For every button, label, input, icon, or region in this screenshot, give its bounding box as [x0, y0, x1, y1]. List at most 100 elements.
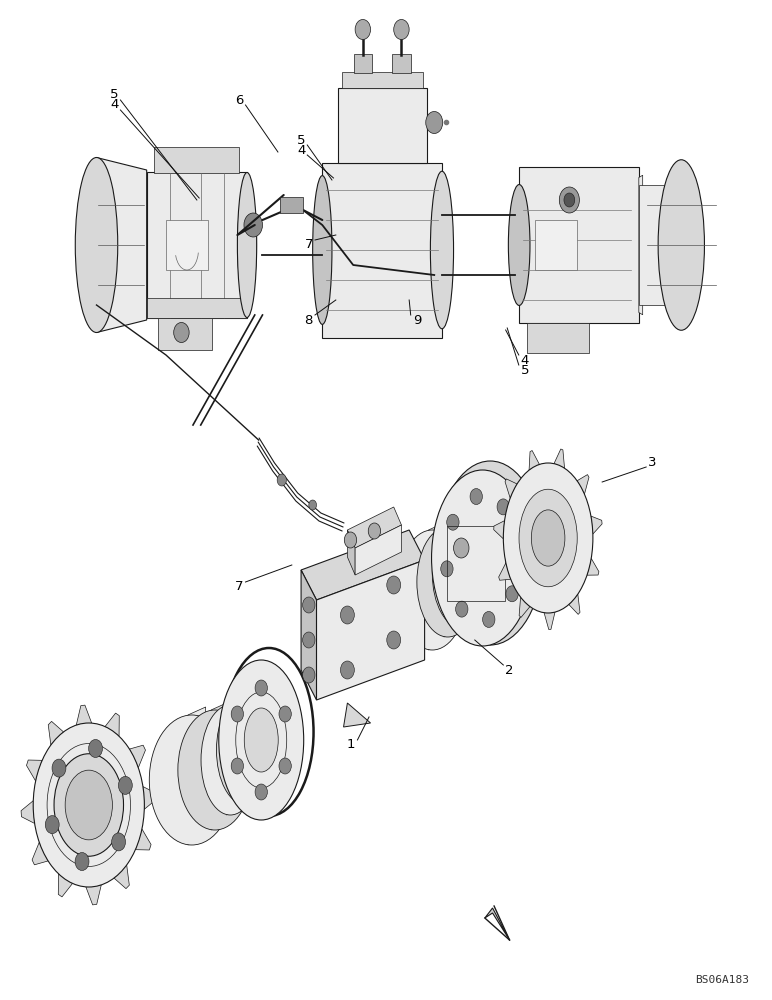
Ellipse shape: [398, 530, 467, 650]
Polygon shape: [188, 707, 205, 845]
Text: 7: 7: [304, 238, 313, 251]
Polygon shape: [26, 760, 42, 781]
Polygon shape: [591, 516, 602, 534]
Ellipse shape: [417, 527, 479, 637]
Circle shape: [277, 474, 286, 486]
Bar: [534, 220, 577, 270]
Bar: [519, 167, 638, 322]
Ellipse shape: [531, 510, 565, 566]
Ellipse shape: [149, 715, 234, 845]
Bar: [392, 54, 411, 73]
Circle shape: [340, 661, 354, 679]
Polygon shape: [242, 687, 259, 805]
Text: 9: 9: [413, 314, 421, 326]
Polygon shape: [105, 713, 119, 736]
Polygon shape: [529, 451, 540, 470]
Polygon shape: [59, 874, 73, 897]
Polygon shape: [519, 597, 530, 617]
Circle shape: [455, 601, 468, 617]
Ellipse shape: [65, 770, 113, 840]
Circle shape: [89, 739, 103, 757]
Circle shape: [255, 680, 267, 696]
Polygon shape: [226, 697, 244, 815]
Polygon shape: [505, 479, 517, 498]
Bar: [527, 322, 588, 353]
Ellipse shape: [237, 188, 256, 302]
Circle shape: [355, 19, 371, 39]
Ellipse shape: [313, 176, 332, 324]
Polygon shape: [96, 157, 147, 332]
Polygon shape: [76, 705, 92, 725]
Text: 1: 1: [347, 738, 356, 752]
Circle shape: [559, 187, 579, 213]
Text: 5: 5: [296, 133, 306, 146]
Circle shape: [447, 514, 459, 530]
Text: 3: 3: [648, 456, 657, 468]
Circle shape: [279, 758, 291, 774]
Polygon shape: [577, 475, 589, 494]
Ellipse shape: [432, 470, 533, 646]
Text: 5: 5: [520, 363, 530, 376]
Bar: [147, 172, 247, 318]
Circle shape: [244, 213, 262, 237]
Polygon shape: [135, 829, 151, 850]
Circle shape: [564, 193, 574, 207]
Bar: [337, 88, 426, 162]
Polygon shape: [143, 787, 157, 809]
Bar: [166, 220, 208, 270]
Circle shape: [309, 500, 317, 510]
Circle shape: [112, 833, 126, 851]
Ellipse shape: [508, 185, 530, 305]
Bar: [638, 185, 681, 305]
Circle shape: [387, 631, 401, 649]
Polygon shape: [21, 801, 35, 823]
Ellipse shape: [201, 705, 259, 815]
Ellipse shape: [430, 171, 453, 329]
Polygon shape: [494, 521, 505, 539]
Polygon shape: [86, 885, 101, 905]
Circle shape: [506, 586, 518, 602]
Text: 7: 7: [235, 580, 244, 593]
Ellipse shape: [75, 157, 118, 332]
Bar: [154, 147, 239, 172]
Circle shape: [425, 111, 443, 133]
Circle shape: [46, 816, 59, 834]
Circle shape: [497, 499, 510, 515]
Circle shape: [231, 706, 243, 722]
Polygon shape: [638, 175, 642, 315]
Polygon shape: [428, 522, 446, 650]
Polygon shape: [587, 558, 599, 575]
Polygon shape: [569, 594, 580, 614]
Bar: [147, 298, 247, 318]
Circle shape: [303, 632, 315, 648]
Text: BS06A183: BS06A183: [695, 975, 749, 985]
Ellipse shape: [33, 723, 144, 887]
Circle shape: [303, 667, 315, 683]
Polygon shape: [554, 449, 564, 468]
Ellipse shape: [503, 463, 593, 613]
Bar: [322, 162, 442, 338]
Circle shape: [52, 759, 66, 777]
Polygon shape: [301, 570, 317, 700]
Polygon shape: [130, 745, 145, 768]
Polygon shape: [114, 865, 130, 889]
Circle shape: [75, 853, 89, 871]
Ellipse shape: [658, 160, 704, 330]
Polygon shape: [485, 908, 510, 940]
Polygon shape: [301, 530, 425, 600]
Polygon shape: [544, 612, 555, 629]
Circle shape: [340, 606, 354, 624]
Ellipse shape: [54, 754, 124, 856]
Polygon shape: [347, 507, 401, 548]
Ellipse shape: [237, 172, 256, 318]
Circle shape: [394, 19, 409, 39]
Polygon shape: [355, 525, 401, 575]
Text: 8: 8: [305, 314, 313, 326]
Ellipse shape: [178, 710, 252, 830]
Polygon shape: [347, 530, 355, 575]
Ellipse shape: [218, 660, 303, 820]
Ellipse shape: [432, 519, 494, 629]
Ellipse shape: [437, 461, 543, 645]
Polygon shape: [444, 519, 462, 637]
Text: 2: 2: [505, 664, 514, 676]
